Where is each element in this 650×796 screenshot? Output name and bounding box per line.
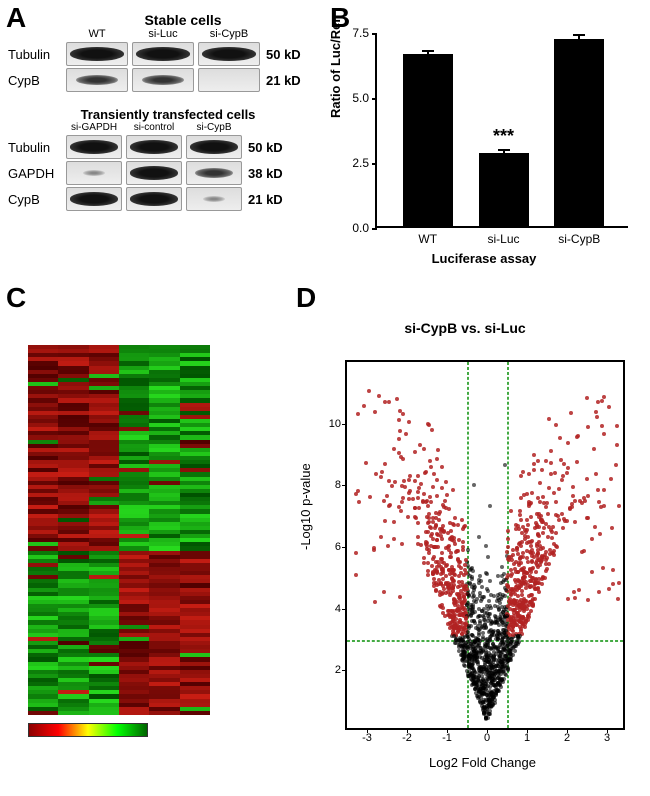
- barchart-ylabel: Ratio of Luc/Ren: [328, 15, 343, 118]
- xtick-label: si-Luc: [487, 232, 519, 246]
- volcano-plot-area: 246810-3-2-10123: [345, 360, 625, 730]
- ytick-label: 4: [335, 603, 341, 615]
- lane-label: si-GAPDH: [66, 122, 122, 133]
- ytick-label: 10: [329, 418, 341, 430]
- bar: [403, 54, 453, 226]
- xtick-label: -1: [442, 732, 452, 744]
- kd-label: 38 kD: [248, 166, 283, 181]
- barchart-xlabel: Luciferase assay: [432, 251, 537, 266]
- xtick-label: WT: [418, 232, 437, 246]
- blot-lane: [66, 161, 122, 185]
- ytick-label: 7.5: [352, 26, 369, 40]
- stable-lane-labels: WT si-Luc si-CypB: [66, 28, 318, 40]
- blot-lane: [198, 42, 260, 66]
- ytick-label: 2.5: [352, 156, 369, 170]
- blot-row: GAPDH 38 kD: [8, 161, 318, 185]
- blot-lane: [132, 42, 194, 66]
- ytick-label: 8: [335, 479, 341, 491]
- blot-lane: [66, 135, 122, 159]
- panel-a-western-blots: Stable cells WT si-Luc si-CypB Tubulin 50 k…: [8, 8, 318, 226]
- xtick-label: -3: [362, 732, 372, 744]
- blot-lane: [66, 42, 128, 66]
- kd-label: 50 kD: [248, 140, 283, 155]
- kd-label: 21 kD: [266, 73, 301, 88]
- bar: [479, 153, 529, 226]
- ytick-label: 2: [335, 664, 341, 676]
- blot-row: CypB 21 kD: [8, 187, 318, 211]
- blot-lane: [66, 187, 122, 211]
- kd-label: 50 kD: [266, 47, 301, 62]
- xtick-label: 3: [604, 732, 610, 744]
- panel-c-heatmap: si-Luc1si-Luc2si-Luc3si-CypB1si-CypB2si-…: [8, 290, 258, 737]
- transient-lane-labels: si-GAPDH si-control si-CypB: [66, 122, 318, 133]
- blot-row-label: GAPDH: [8, 166, 66, 181]
- blot-row: Tubulin 50 kD: [8, 42, 318, 66]
- panel-d-volcano: si-CypB vs. si-Luc -Log10 p-value 246810…: [290, 290, 640, 780]
- barchart-plot-area: 0.02.55.07.5WTsi-Luc***si-CypB: [375, 33, 628, 228]
- blot-lane: [126, 135, 182, 159]
- ytick-label: 0.0: [352, 221, 369, 235]
- volcano-xlabel: Log2 Fold Change: [429, 755, 536, 770]
- blot-lane: [126, 161, 182, 185]
- lane-label: WT: [66, 28, 128, 40]
- blot-lane: [66, 68, 128, 92]
- heatmap-body: [28, 345, 210, 715]
- blot-row-label: Tubulin: [8, 140, 66, 155]
- volcano-ylabel: -Log10 p-value: [298, 463, 313, 550]
- blot-row: CypB 21 kD: [8, 68, 318, 92]
- lane-label: si-CypB: [198, 28, 260, 40]
- lane-label: si-control: [126, 122, 182, 133]
- blot-lane: [186, 161, 242, 185]
- xtick-label: 0: [484, 732, 490, 744]
- blot-row: Tubulin 50 kD: [8, 135, 318, 159]
- significance-stars: ***: [493, 126, 514, 147]
- volcano-title: si-CypB vs. si-Luc: [290, 320, 640, 336]
- xtick-label: 1: [524, 732, 530, 744]
- ytick-label: 6: [335, 541, 341, 553]
- stable-title: Stable cells: [48, 12, 318, 28]
- transient-cells-blot: Transiently transfected cells si-GAPDHsi…: [8, 107, 318, 211]
- blot-row-label: CypB: [8, 73, 66, 88]
- heatmap-colorbar: [28, 723, 148, 737]
- blot-lane: [126, 187, 182, 211]
- blot-lane: [198, 68, 260, 92]
- lane-label: si-Luc: [132, 28, 194, 40]
- panel-b-barchart: Ratio of Luc/Ren 0.02.55.07.5WTsi-Luc***…: [330, 8, 638, 268]
- blot-lane: [186, 135, 242, 159]
- heatmap-col-labels: si-Luc1si-Luc2si-Luc3si-CypB1si-CypB2si-…: [28, 290, 258, 345]
- ytick-label: 5.0: [352, 91, 369, 105]
- blot-row-label: CypB: [8, 192, 66, 207]
- lane-label: si-CypB: [186, 122, 242, 133]
- transient-title: Transiently transfected cells: [18, 107, 318, 122]
- stable-cells-blot: Stable cells WT si-Luc si-CypB Tubulin 50 k…: [8, 12, 318, 92]
- blot-lane: [186, 187, 242, 211]
- blot-row-label: Tubulin: [8, 47, 66, 62]
- xtick-label: 2: [564, 732, 570, 744]
- kd-label: 21 kD: [248, 192, 283, 207]
- xtick-label: -2: [402, 732, 412, 744]
- bar: [554, 39, 604, 226]
- xtick-label: si-CypB: [558, 232, 600, 246]
- blot-lane: [132, 68, 194, 92]
